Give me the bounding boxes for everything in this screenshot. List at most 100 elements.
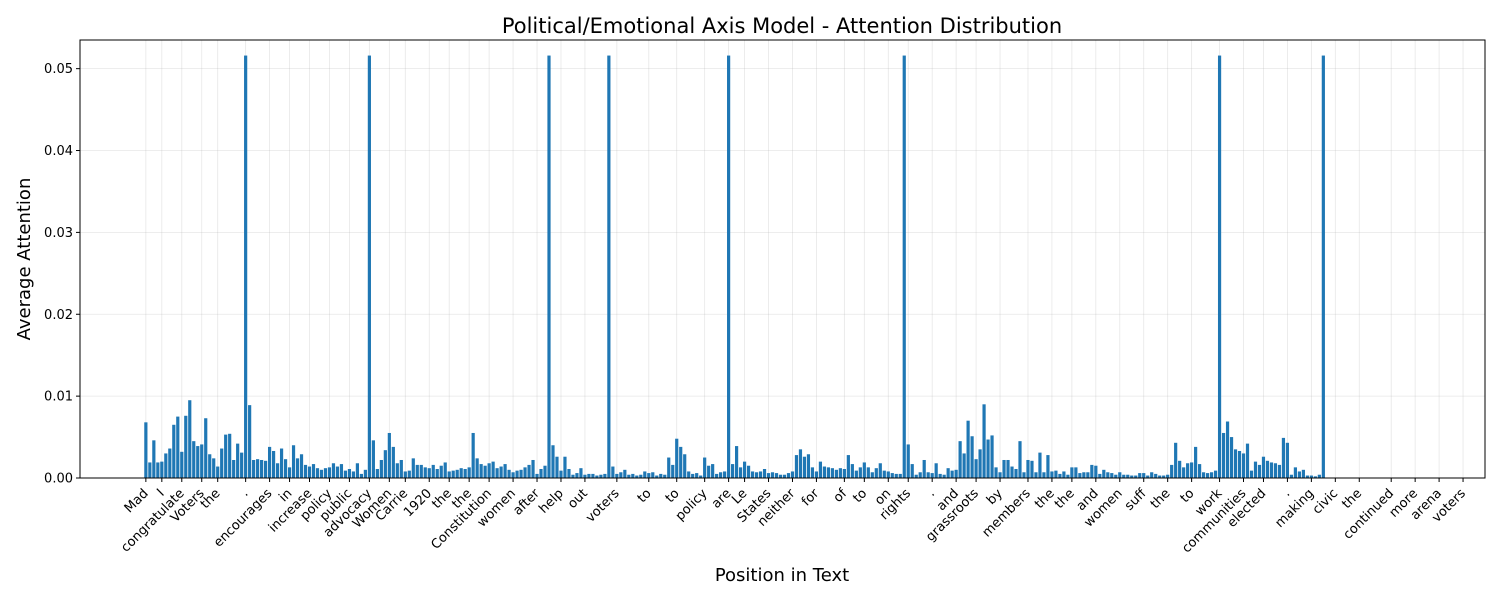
bar bbox=[455, 469, 459, 478]
bar bbox=[623, 469, 627, 478]
bar bbox=[176, 416, 180, 478]
bar bbox=[1050, 471, 1054, 478]
bar bbox=[367, 55, 371, 478]
bar bbox=[355, 463, 360, 478]
bar bbox=[1118, 472, 1122, 478]
bar bbox=[299, 454, 304, 478]
bar bbox=[1269, 462, 1274, 478]
bar bbox=[503, 464, 507, 478]
bar bbox=[220, 448, 224, 478]
bar bbox=[1146, 475, 1150, 478]
bar bbox=[655, 475, 659, 478]
bar bbox=[212, 458, 216, 478]
bar bbox=[196, 446, 200, 478]
y-axis-ticks: 0.00 0.01 0.02 0.03 0.04 0.05 bbox=[44, 62, 80, 487]
bar bbox=[419, 464, 423, 478]
bar bbox=[926, 472, 930, 478]
bar bbox=[687, 471, 691, 478]
bar bbox=[1249, 470, 1254, 478]
bar bbox=[651, 472, 655, 478]
bar bbox=[587, 473, 591, 478]
bar bbox=[1321, 55, 1325, 478]
bar bbox=[1178, 460, 1182, 478]
bar bbox=[431, 464, 435, 478]
bar bbox=[148, 462, 152, 478]
bar bbox=[307, 466, 312, 478]
bar bbox=[467, 467, 471, 478]
bar bbox=[403, 471, 407, 478]
bar bbox=[990, 435, 994, 478]
bar bbox=[583, 474, 587, 478]
bar bbox=[930, 473, 934, 478]
bar bbox=[523, 467, 527, 478]
bar bbox=[1058, 473, 1062, 478]
bar bbox=[946, 468, 950, 478]
bar bbox=[407, 470, 411, 478]
bar bbox=[966, 420, 970, 478]
bar bbox=[918, 472, 922, 478]
bar bbox=[890, 473, 894, 478]
x-tick-label: help bbox=[536, 486, 566, 516]
bar bbox=[343, 470, 348, 478]
bar bbox=[695, 473, 699, 478]
bar bbox=[1138, 473, 1142, 478]
chart-title: Political/Emotional Axis Model - Attenti… bbox=[502, 14, 1062, 38]
bar bbox=[818, 461, 823, 478]
bar bbox=[535, 473, 539, 478]
bar bbox=[627, 474, 631, 478]
bar bbox=[1034, 472, 1038, 478]
bar bbox=[575, 473, 579, 478]
bar bbox=[1006, 459, 1010, 478]
bar bbox=[595, 475, 599, 478]
x-tick-label: the bbox=[1052, 486, 1078, 512]
bar bbox=[1202, 472, 1206, 478]
bar bbox=[291, 445, 296, 478]
bar bbox=[240, 452, 244, 478]
bar bbox=[1150, 472, 1154, 478]
bar bbox=[1205, 473, 1210, 478]
x-tick-label: to bbox=[663, 486, 683, 506]
bar bbox=[1070, 467, 1074, 478]
bar bbox=[762, 468, 767, 478]
bar bbox=[244, 55, 248, 478]
bar bbox=[1174, 442, 1178, 478]
bar bbox=[1098, 473, 1102, 478]
bar bbox=[287, 467, 292, 478]
bar bbox=[491, 461, 495, 478]
bar bbox=[192, 441, 196, 478]
bar bbox=[838, 468, 842, 478]
bar bbox=[1198, 464, 1202, 478]
bar bbox=[615, 473, 619, 478]
bar bbox=[256, 459, 260, 478]
bar bbox=[264, 460, 268, 478]
bar bbox=[371, 440, 375, 478]
bar bbox=[786, 473, 791, 478]
bar bbox=[1245, 443, 1250, 478]
bar bbox=[1225, 421, 1230, 478]
bar bbox=[778, 474, 783, 478]
bar bbox=[571, 474, 575, 478]
bar bbox=[1281, 437, 1286, 478]
bar bbox=[882, 470, 886, 478]
bar bbox=[1062, 471, 1066, 478]
bar bbox=[766, 473, 771, 478]
x-tick-label: civic bbox=[1310, 486, 1341, 517]
bar bbox=[543, 465, 547, 478]
bar bbox=[172, 424, 176, 478]
bar bbox=[631, 473, 635, 478]
bar bbox=[1162, 475, 1166, 478]
bar bbox=[591, 473, 595, 478]
bar bbox=[1074, 467, 1078, 478]
bar bbox=[383, 450, 387, 478]
bar bbox=[427, 468, 431, 478]
bar bbox=[635, 475, 639, 478]
bar bbox=[914, 474, 918, 478]
bar bbox=[1273, 463, 1278, 478]
bar bbox=[1233, 449, 1238, 478]
bar bbox=[1217, 55, 1222, 478]
bar bbox=[742, 461, 747, 478]
bar bbox=[978, 449, 982, 478]
bar bbox=[531, 459, 535, 478]
bar bbox=[295, 458, 300, 478]
